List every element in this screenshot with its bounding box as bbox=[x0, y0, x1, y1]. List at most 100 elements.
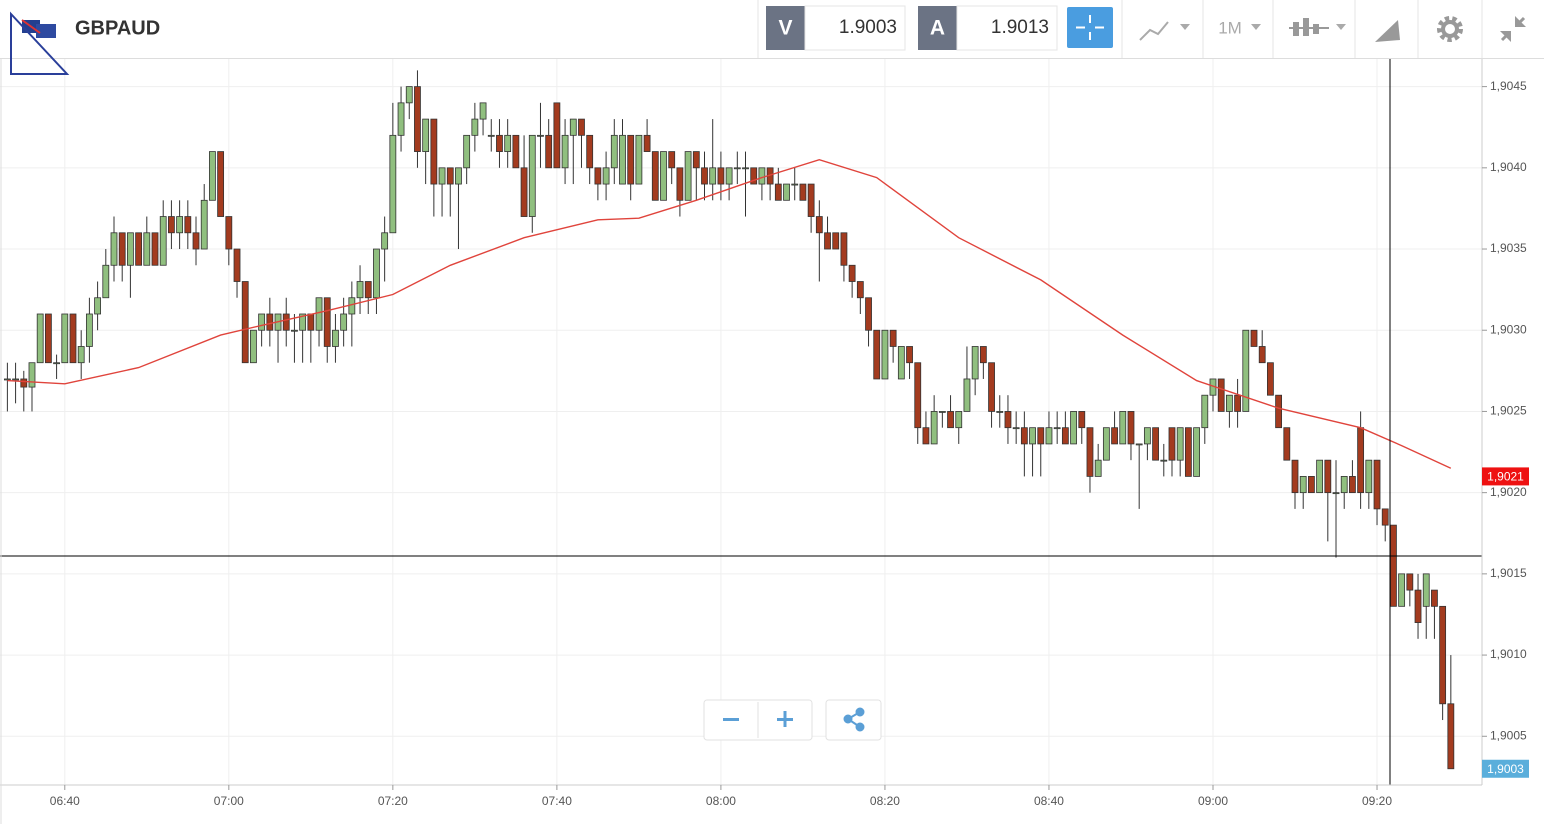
candle-body bbox=[94, 297, 101, 315]
candle-body bbox=[1135, 443, 1143, 446]
timeframe[interactable]: 1M bbox=[1218, 18, 1242, 37]
caret[interactable] bbox=[1180, 24, 1190, 30]
ask-label: A bbox=[930, 17, 945, 40]
candle-body bbox=[241, 281, 249, 364]
candle-body bbox=[701, 167, 708, 185]
candle-body bbox=[1070, 411, 1077, 445]
candle-icon[interactable] bbox=[1289, 18, 1329, 36]
candle-body bbox=[1275, 394, 1283, 429]
collapse-icon[interactable] bbox=[1500, 16, 1526, 42]
candle-body bbox=[438, 167, 446, 185]
y-tick-label: 1,9045 bbox=[1490, 79, 1527, 93]
candle-body bbox=[1217, 378, 1225, 412]
candle-body bbox=[487, 134, 495, 137]
candle-body bbox=[553, 102, 561, 169]
share-box[interactable] bbox=[825, 699, 882, 741]
candle-body bbox=[651, 151, 659, 201]
candle-body bbox=[807, 183, 815, 217]
candle-body bbox=[594, 167, 602, 185]
candle-body bbox=[1037, 427, 1045, 445]
caret[interactable] bbox=[1251, 24, 1261, 30]
y-tick-label: 1,9020 bbox=[1490, 485, 1527, 499]
candle-body bbox=[709, 167, 717, 185]
candle-body bbox=[479, 102, 487, 120]
candle-body bbox=[455, 167, 462, 185]
bid-label: V bbox=[778, 17, 792, 40]
candle-body bbox=[996, 411, 1004, 413]
candle-body bbox=[258, 313, 266, 331]
y-tick-label: 1,9035 bbox=[1490, 241, 1527, 255]
candle-body bbox=[881, 329, 889, 380]
ask-badge[interactable] bbox=[918, 6, 957, 50]
candle-body bbox=[340, 313, 348, 331]
candle-body bbox=[77, 346, 85, 364]
candle-body bbox=[561, 134, 569, 169]
candle-body bbox=[1176, 427, 1184, 461]
bid-box[interactable] bbox=[804, 5, 906, 51]
candle-body bbox=[422, 118, 430, 152]
share-icon[interactable] bbox=[843, 707, 865, 732]
candle-body bbox=[1357, 427, 1365, 494]
candle-body bbox=[217, 151, 225, 217]
candle-body bbox=[922, 427, 930, 445]
zoom-in[interactable] bbox=[783, 711, 787, 727]
chart-type-icon[interactable] bbox=[1139, 21, 1169, 41]
settings-icon[interactable] bbox=[1437, 16, 1463, 42]
candle-body bbox=[1340, 476, 1348, 494]
candle-body bbox=[963, 378, 971, 412]
price-badge-label: 1,9021 bbox=[1487, 470, 1524, 484]
flag-cross bbox=[21, 19, 41, 34]
candle-body bbox=[1258, 346, 1266, 364]
flag-au bbox=[36, 24, 56, 38]
plot-area bbox=[0, 59, 1482, 785]
candle-body bbox=[947, 411, 954, 429]
crosshair-icon bbox=[1076, 15, 1104, 40]
candle-body bbox=[1299, 476, 1307, 494]
candle-body bbox=[791, 183, 799, 186]
candle-body bbox=[1242, 329, 1250, 412]
draw-icon[interactable] bbox=[1375, 20, 1400, 42]
x-tick-label: 08:40 bbox=[1034, 794, 1064, 808]
candle-body bbox=[356, 281, 364, 299]
candle-body bbox=[1094, 459, 1102, 477]
candle-body bbox=[725, 167, 733, 185]
candle-body bbox=[750, 167, 758, 185]
candle-body bbox=[1193, 427, 1200, 477]
candle-body bbox=[1414, 589, 1422, 623]
x-tick-label: 08:20 bbox=[870, 794, 900, 808]
settings-icon[interactable] bbox=[1441, 20, 1459, 38]
candle-body bbox=[733, 167, 741, 170]
candle-body bbox=[1029, 427, 1036, 445]
candle-body bbox=[397, 102, 405, 136]
candle-body bbox=[512, 134, 520, 169]
candle-body bbox=[151, 232, 159, 266]
bid-price: 1.9003 bbox=[839, 17, 897, 38]
x-tick-label: 08:00 bbox=[706, 794, 736, 808]
caret[interactable] bbox=[1336, 24, 1346, 30]
candle-body bbox=[528, 134, 536, 217]
y-tick-label: 1,9015 bbox=[1490, 566, 1527, 580]
zoom-out[interactable] bbox=[723, 718, 739, 721]
bid-badge[interactable] bbox=[766, 6, 805, 50]
candle-body bbox=[176, 216, 184, 234]
candle-body bbox=[1332, 492, 1340, 495]
y-tick-label: 1,9005 bbox=[1490, 728, 1527, 742]
candle-body bbox=[938, 411, 946, 413]
candle-body bbox=[266, 313, 274, 331]
candle-body bbox=[430, 118, 438, 185]
candle-body bbox=[1225, 394, 1233, 412]
candle-body bbox=[1447, 703, 1455, 770]
candle-body bbox=[381, 232, 389, 250]
candle-body bbox=[1078, 411, 1086, 429]
candle-body bbox=[955, 411, 963, 429]
candle-body bbox=[717, 167, 725, 185]
candle-body bbox=[1422, 573, 1430, 607]
candle-body bbox=[127, 232, 134, 266]
crosshair-button[interactable] bbox=[1067, 7, 1113, 48]
candle-body bbox=[545, 134, 553, 169]
candle-body bbox=[20, 378, 28, 388]
candle-body bbox=[348, 297, 356, 315]
ask-box[interactable] bbox=[956, 5, 1058, 51]
candle-body bbox=[602, 167, 610, 185]
